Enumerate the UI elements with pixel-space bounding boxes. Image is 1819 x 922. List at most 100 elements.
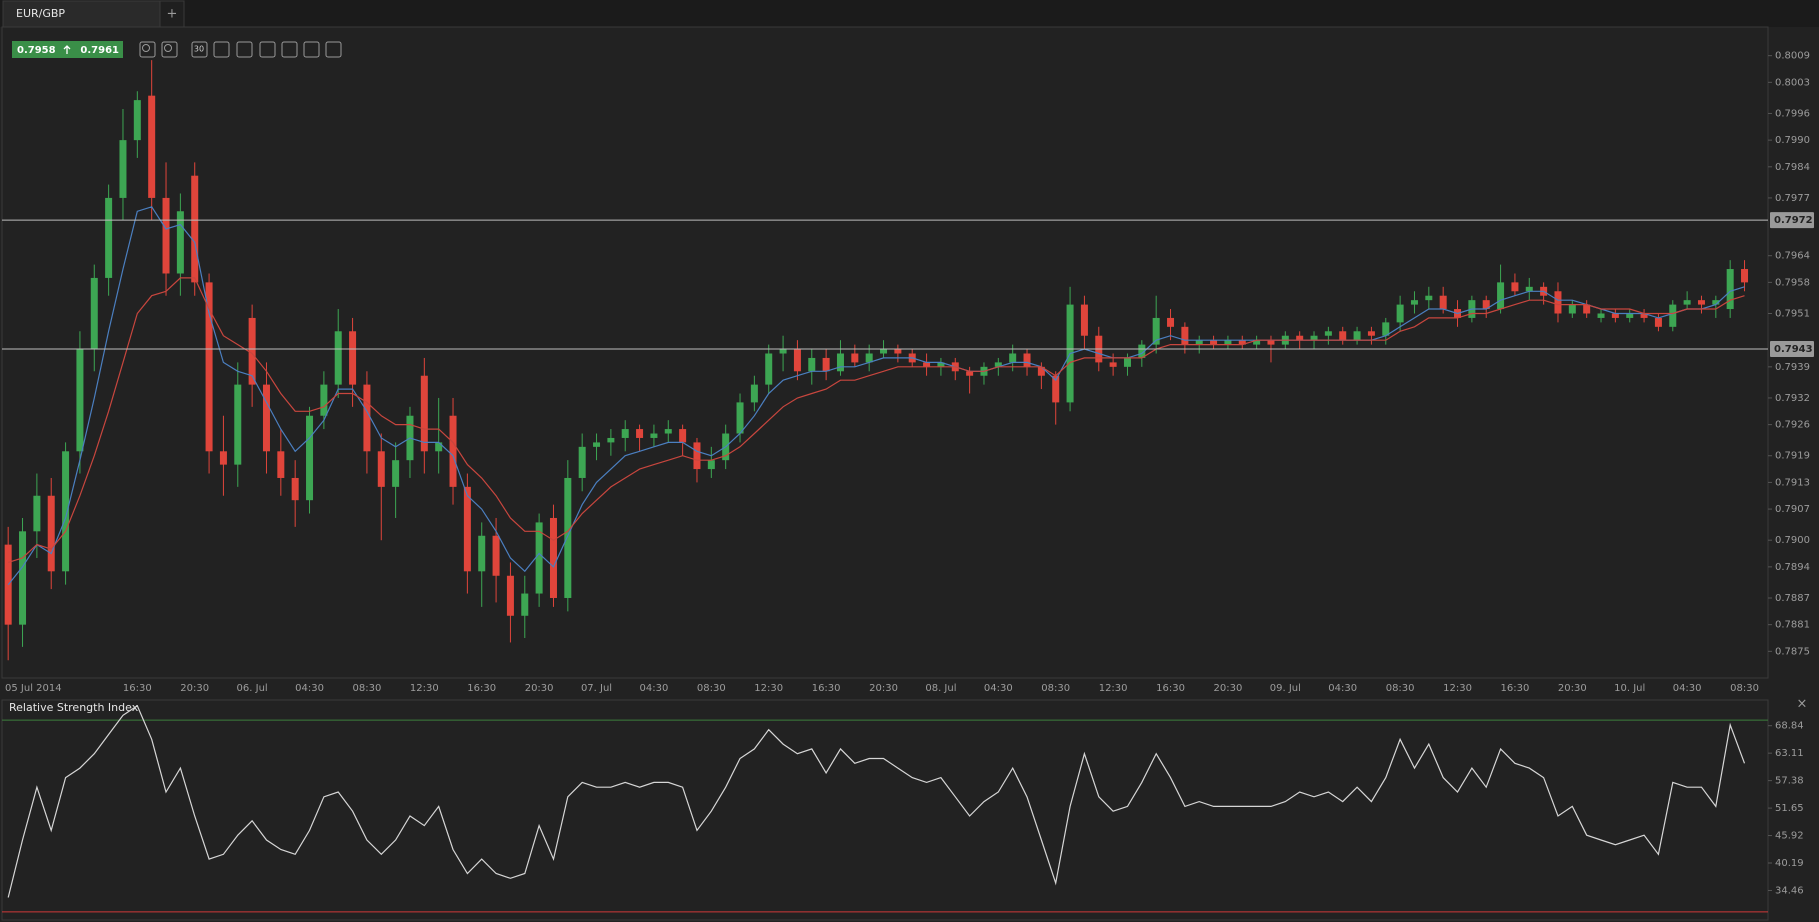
rsi-pane — [1, 699, 1769, 921]
candle-body — [19, 531, 27, 625]
candle-body — [1238, 340, 1246, 345]
candle-body — [176, 211, 184, 274]
x-tick-label: 09. Jul — [1270, 683, 1301, 694]
candle-body — [1410, 300, 1418, 305]
x-tick-label: 16:30 — [812, 683, 841, 694]
candle-body — [234, 384, 242, 465]
draw-button[interactable] — [259, 41, 276, 58]
candle-body — [937, 362, 945, 367]
candle-body — [320, 384, 328, 416]
candle-body — [1052, 375, 1060, 403]
candle-body — [664, 429, 672, 434]
rsi-y-tick-label: 40.19 — [1775, 858, 1804, 869]
candle-body — [334, 331, 342, 385]
candle-body — [219, 451, 227, 465]
period-label[interactable]: 30 — [194, 45, 204, 54]
rsi-line — [7, 704, 1746, 898]
tab-title[interactable]: EUR/GBP — [16, 7, 65, 20]
x-tick-label: 16:30 — [467, 683, 496, 694]
x-tick-label: 05 Jul 2014 — [5, 683, 62, 694]
candle-body — [707, 460, 715, 470]
zoom-out-button[interactable] — [161, 41, 178, 58]
y-tick-label: 0.7913 — [1775, 477, 1810, 488]
tab[interactable] — [2, 0, 161, 28]
zoom-out-icon — [164, 44, 172, 52]
x-tick-label: 08:30 — [1730, 683, 1759, 694]
zoom-in-icon — [142, 44, 150, 52]
candle-body — [1080, 304, 1088, 336]
candle-body — [793, 349, 801, 372]
y-tick-label: 0.8003 — [1775, 77, 1810, 88]
candle-body — [133, 100, 141, 141]
candle-body — [449, 415, 457, 487]
period-button[interactable] — [191, 41, 208, 58]
rsi-close-button[interactable]: × — [1797, 697, 1808, 712]
candle-body — [47, 495, 55, 572]
tab-bar — [0, 0, 1819, 27]
tag-button[interactable] — [281, 41, 298, 58]
chart-type-button[interactable] — [213, 41, 230, 58]
price-pane — [1, 26, 1769, 679]
level-label-box — [1770, 341, 1814, 358]
x-tick-label: 06. Jul — [237, 683, 268, 694]
moving-average-line — [8, 277, 1745, 563]
rsi-y-tick-label: 63.11 — [1775, 748, 1804, 759]
x-tick-label: 08:30 — [1386, 683, 1415, 694]
ask-price: 0.7961 — [80, 45, 119, 56]
candle-body — [621, 429, 629, 438]
toolbar: 30 — [139, 41, 342, 58]
candle-body — [1382, 322, 1390, 336]
candle-body — [1396, 304, 1404, 323]
y-tick-label: 0.7919 — [1775, 451, 1810, 462]
y-tick-label: 0.7996 — [1775, 108, 1810, 119]
y-tick-label: 0.7932 — [1775, 393, 1810, 404]
candle-body — [1181, 326, 1189, 345]
candle-body — [363, 384, 371, 452]
candle-body — [607, 437, 615, 443]
candle-body — [1654, 317, 1662, 327]
zoom-in-button[interactable] — [139, 41, 156, 58]
x-tick-label: 04:30 — [1328, 683, 1357, 694]
candle-body — [1439, 295, 1447, 310]
candle-body — [1023, 353, 1031, 367]
candle-body — [994, 362, 1002, 367]
candle-body — [1583, 304, 1591, 314]
x-tick-label: 16:30 — [123, 683, 152, 694]
candle-body — [1310, 335, 1318, 341]
indicators-button[interactable] — [236, 41, 253, 58]
x-tick-label: 07. Jul — [581, 683, 612, 694]
rsi-y-tick-label: 51.65 — [1775, 803, 1804, 814]
candle-body — [105, 197, 113, 278]
candle-body — [1009, 353, 1017, 363]
level-label: 0.7972 — [1774, 215, 1813, 226]
candle-body — [1425, 295, 1433, 301]
candle-body — [492, 535, 500, 576]
add-tab-button[interactable] — [159, 0, 185, 28]
candle-body — [1525, 286, 1533, 292]
add-tab-label[interactable]: + — [167, 7, 178, 22]
pen-button[interactable] — [325, 41, 342, 58]
candle-body — [1741, 269, 1749, 283]
candle-body — [1511, 282, 1519, 292]
rsi-y-tick-label: 68.84 — [1775, 721, 1804, 732]
candle-body — [1597, 313, 1605, 318]
x-tick-label: 12:30 — [754, 683, 783, 694]
candle-body — [349, 331, 357, 385]
level-label-box — [1770, 212, 1814, 229]
edit-button[interactable] — [303, 41, 320, 58]
candle-body — [377, 451, 385, 487]
candle-body — [33, 495, 41, 532]
candle-body — [549, 517, 557, 598]
y-tick-label: 0.7881 — [1775, 620, 1810, 631]
candle-body — [966, 371, 974, 376]
candle-body — [463, 486, 471, 572]
candle-body — [148, 95, 156, 198]
candle-body — [1726, 269, 1734, 310]
candle-body — [435, 442, 443, 452]
candle-body — [1640, 313, 1648, 318]
candle-body — [1195, 340, 1203, 345]
y-tick-label: 0.7984 — [1775, 162, 1810, 173]
x-tick-label: 20:30 — [869, 683, 898, 694]
x-tick-label: 12:30 — [1443, 683, 1472, 694]
